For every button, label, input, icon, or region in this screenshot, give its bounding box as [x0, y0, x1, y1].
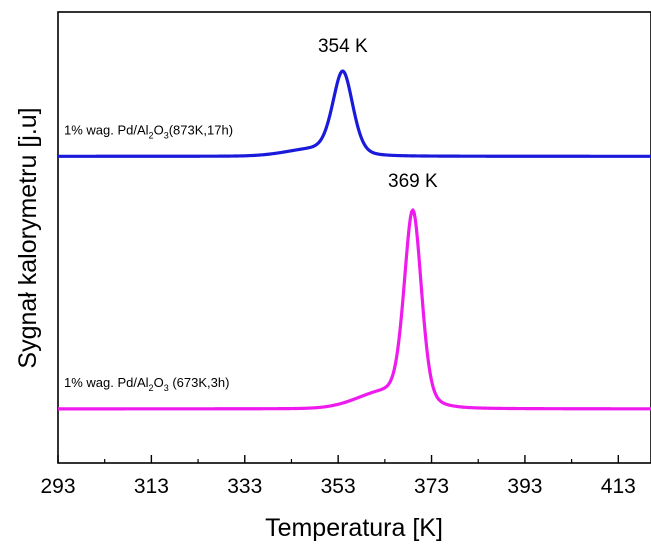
series-name-label: 1% wag. Pd/Al2O3(873K,17h): [64, 122, 233, 140]
x-tick-label: 333: [227, 475, 262, 498]
y-axis-label: Sygnał kalorymetru [j.u]: [14, 107, 42, 368]
x-axis-label: Temperatura [K]: [265, 514, 443, 542]
x-axis-tick-labels: 293 313 333 353 373 393 413: [40, 475, 635, 498]
x-tick-label: 293: [40, 475, 75, 498]
series-lines: [57, 69, 651, 411]
x-tick-label: 353: [321, 475, 356, 498]
plot-frame: [57, 11, 651, 464]
annotations: 354 K 1% wag. Pd/Al2O3(873K,17h) 369 K 1% w…: [64, 36, 438, 393]
x-axis-ticks: [57, 455, 620, 463]
x-tick-label: 393: [507, 475, 542, 498]
x-tick-label: 373: [414, 475, 449, 498]
x-tick-label: 413: [601, 475, 636, 498]
series-name-label: 1% wag. Pd/Al2O3 (673K,3h): [64, 375, 229, 393]
series-line: [57, 208, 651, 411]
x-tick-label: 313: [134, 475, 169, 498]
series-line: [57, 69, 651, 158]
peak-label: 354 K: [318, 36, 368, 57]
peak-label: 369 K: [388, 171, 438, 192]
